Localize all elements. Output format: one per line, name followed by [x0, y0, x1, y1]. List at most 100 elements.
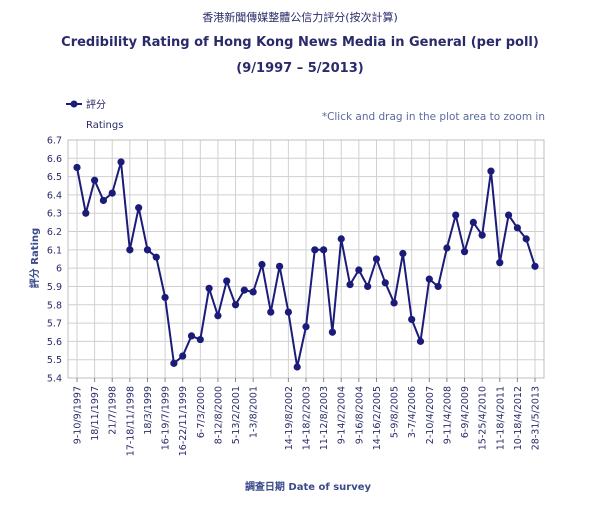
- data-point[interactable]: [478, 231, 486, 239]
- y-tick-label: 5.4: [47, 374, 62, 385]
- legend[interactable]: 評分: [66, 98, 106, 111]
- data-point[interactable]: [372, 255, 381, 263]
- x-tick-label: 9-14/2/2004: [337, 386, 348, 444]
- data-point[interactable]: [390, 299, 398, 307]
- x-tick-label: 8-12/8/2000: [213, 386, 224, 444]
- x-tick-label: 14-18/2/2003: [302, 386, 313, 450]
- legend-marker-icon: [70, 100, 78, 108]
- y-tick-label: 5.8: [47, 300, 62, 311]
- data-point[interactable]: [320, 246, 328, 254]
- x-tick-label: 15-25/4/2010: [478, 386, 489, 450]
- data-point[interactable]: [346, 281, 354, 289]
- y-tick-label: 6.3: [47, 209, 62, 220]
- x-tick-label: 2-10/4/2007: [425, 386, 436, 444]
- data-point[interactable]: [143, 246, 152, 254]
- data-point[interactable]: [531, 262, 539, 270]
- data-point[interactable]: [408, 315, 416, 324]
- x-tick-label: 16-22/11/1999: [178, 386, 189, 456]
- y-axis-top-label: Ratings: [86, 120, 123, 131]
- chart-subtitle: (9/1997 – 5/2013): [236, 61, 363, 76]
- data-point[interactable]: [293, 363, 301, 371]
- x-tick-label: 3-7/4/2006: [407, 386, 418, 438]
- y-tick-labels: 5.4 5.5 5.6 5.7 5.8 5.9 6 6.1 6.2 6.3 6.4 6.5 6.6 6.7: [47, 136, 62, 385]
- x-tick-label: 5-9/8/2005: [390, 386, 401, 438]
- x-tick-label: 28-31/5/2013: [531, 386, 542, 450]
- y-tick-label: 5.5: [47, 355, 62, 366]
- data-point[interactable]: [249, 288, 257, 296]
- data-point[interactable]: [416, 337, 425, 345]
- x-tick-label: 18/11/1997: [90, 386, 101, 441]
- y-tick-label: 5.7: [47, 319, 62, 330]
- data-point[interactable]: [187, 332, 196, 340]
- data-point[interactable]: [161, 293, 169, 302]
- data-point[interactable]: [108, 189, 116, 197]
- x-tick-label: 6-7/3/2000: [196, 386, 207, 438]
- data-point[interactable]: [126, 246, 134, 254]
- data-point[interactable]: [223, 277, 231, 285]
- data-point[interactable]: [487, 167, 495, 175]
- data-point[interactable]: [205, 284, 213, 292]
- y-tick-label: 6.2: [47, 227, 62, 238]
- data-point[interactable]: [513, 224, 521, 232]
- x-tick-labels: 9-10/9/1997 18/11/1997 21/7/1998 17-18/11/1…: [73, 378, 542, 456]
- x-tick-label: 16-19/7/1999: [161, 386, 172, 450]
- x-tick-label: 11-18/4/2011: [495, 386, 506, 450]
- zoom-hint: *Click and drag in the plot area to zoom…: [322, 111, 545, 123]
- series-layer[interactable]: [73, 158, 539, 371]
- x-tick-label: 9-16/8/2004: [354, 386, 365, 444]
- data-point[interactable]: [425, 275, 433, 283]
- data-point[interactable]: [434, 282, 442, 291]
- data-point[interactable]: [284, 308, 292, 316]
- y-tick-label: 5.6: [47, 337, 62, 348]
- data-point[interactable]: [179, 352, 187, 360]
- data-point[interactable]: [214, 312, 222, 320]
- data-point[interactable]: [469, 218, 477, 226]
- x-tick-label: 6-9/4/2009: [460, 386, 471, 438]
- data-point[interactable]: [504, 211, 513, 219]
- x-tick-label: 11-12/8/2003: [319, 386, 330, 450]
- data-point[interactable]: [311, 246, 319, 254]
- data-point[interactable]: [73, 163, 81, 172]
- x-tick-label: 9-11/4/2008: [442, 386, 453, 444]
- legend-label: 評分: [86, 98, 106, 111]
- x-tick-label: 18/3/1999: [143, 386, 154, 435]
- data-point[interactable]: [91, 176, 99, 184]
- x-tick-label: 14-19/8/2002: [284, 386, 295, 450]
- data-point[interactable]: [196, 335, 204, 344]
- data-point[interactable]: [99, 196, 108, 205]
- data-point[interactable]: [240, 286, 248, 294]
- x-tick-label: 17-18/11/1998: [125, 386, 136, 456]
- x-tick-label: 5-13/2/2001: [231, 386, 242, 444]
- y-tick-label: 6.4: [47, 190, 62, 201]
- data-point[interactable]: [355, 266, 363, 274]
- x-tick-label: 21/7/1998: [108, 386, 119, 435]
- data-point[interactable]: [399, 249, 407, 258]
- data-point[interactable]: [152, 253, 160, 261]
- data-point[interactable]: [443, 244, 451, 252]
- data-point[interactable]: [460, 248, 469, 256]
- data-point[interactable]: [267, 308, 275, 316]
- data-point[interactable]: [452, 211, 460, 219]
- data-point[interactable]: [302, 323, 310, 331]
- data-point[interactable]: [381, 279, 389, 287]
- data-point[interactable]: [364, 282, 372, 291]
- data-point[interactable]: [496, 259, 504, 267]
- data-point[interactable]: [275, 262, 284, 270]
- x-tick-label: 9-10/9/1997: [73, 386, 84, 444]
- data-point[interactable]: [337, 235, 345, 243]
- data-point[interactable]: [170, 359, 178, 367]
- data-point[interactable]: [82, 209, 90, 217]
- x-tick-label: 14-16/2/2005: [372, 386, 383, 450]
- chart-title-zh: 香港新聞傳媒整體公信力評分(按次計算): [202, 10, 398, 24]
- data-point[interactable]: [522, 235, 530, 243]
- y-tick-label: 6.6: [47, 154, 62, 165]
- y-tick-label: 5.9: [47, 282, 62, 293]
- data-point[interactable]: [135, 204, 143, 212]
- y-tick-label: 6.5: [47, 172, 62, 183]
- y-axis-label: 評分 Rating: [28, 228, 41, 288]
- data-point[interactable]: [231, 301, 240, 309]
- data-point[interactable]: [258, 260, 266, 269]
- data-point[interactable]: [328, 328, 337, 336]
- data-point[interactable]: [117, 158, 125, 166]
